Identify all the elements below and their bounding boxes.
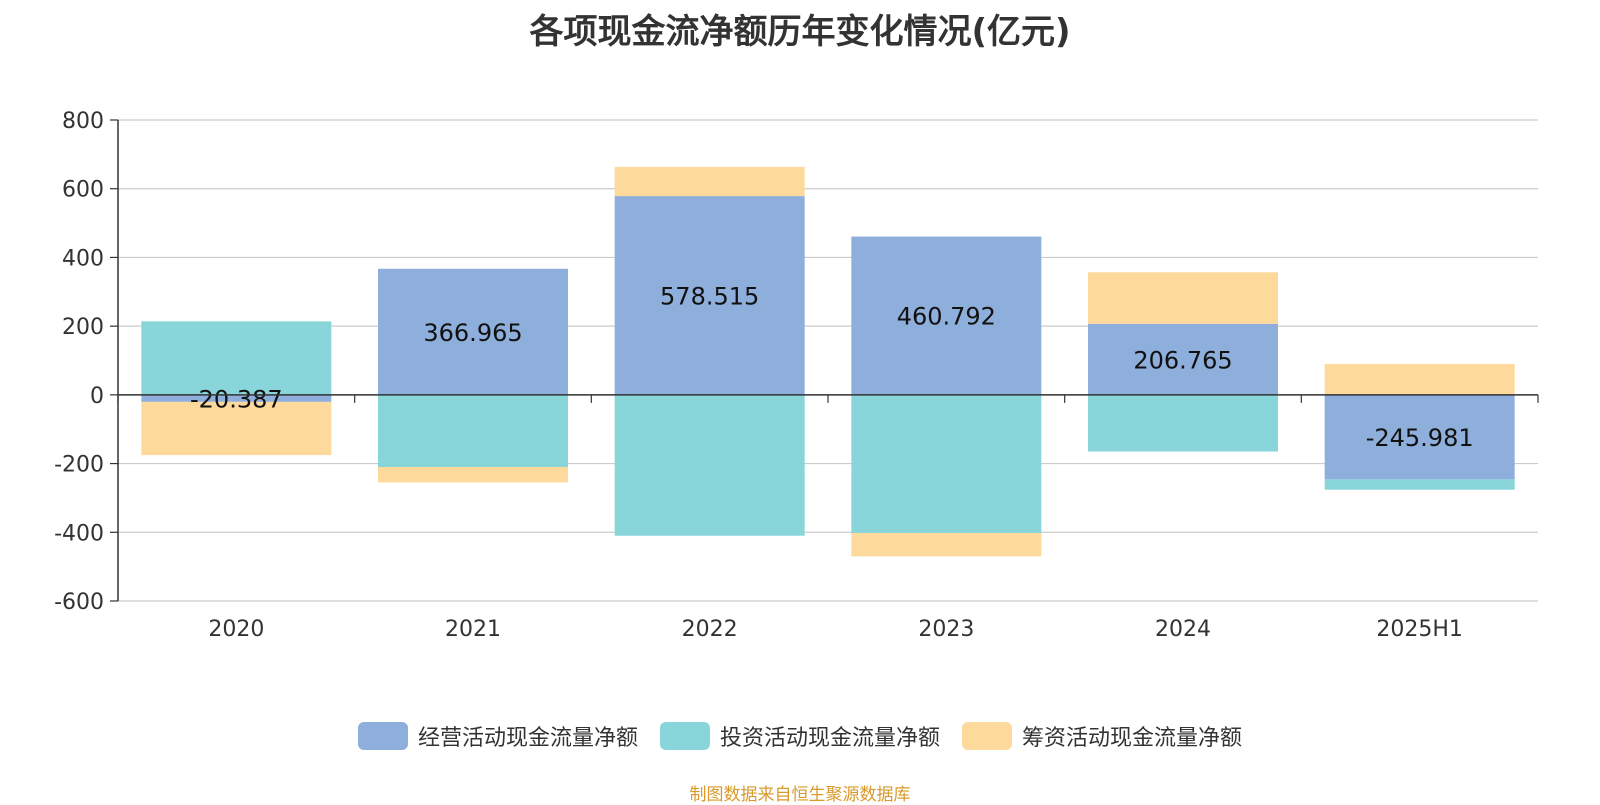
bar-2-2022 <box>614 394 805 536</box>
bar-3-2020 <box>141 401 332 456</box>
bar-1-2024 <box>1088 323 1278 395</box>
data-label: -20.387 <box>190 385 283 413</box>
data-label: -245.981 <box>1366 424 1474 452</box>
bar-3-2022 <box>614 166 805 197</box>
bar-2-2021 <box>378 394 568 468</box>
legend-label: 投资活动现金流量净额 <box>719 726 940 751</box>
chart-title: 各项现金流净额历年变化情况(亿元) <box>529 12 1071 52</box>
x-category-label: 2025H1 <box>1376 617 1463 642</box>
y-tick-label: 800 <box>62 109 104 134</box>
data-source-note: 制图数据来自恒生聚源数据库 <box>689 785 911 805</box>
bar-3-2021 <box>378 467 568 483</box>
legend-swatch <box>962 722 1012 750</box>
bar-1-2022 <box>614 196 805 395</box>
y-tick-label: 200 <box>62 315 104 340</box>
legend-item[interactable]: 筹资活动现金流量净额 <box>962 720 1242 752</box>
bar-1-2023 <box>851 236 1042 395</box>
bar-2-2023 <box>851 394 1042 533</box>
bar-3-2024 <box>1088 272 1278 324</box>
x-category-label: 2022 <box>682 617 738 642</box>
bar-1-2025H1 <box>1324 394 1515 480</box>
legend-item[interactable]: 投资活动现金流量净额 <box>659 720 940 752</box>
bar-2-2024 <box>1088 394 1278 452</box>
y-tick-label: -400 <box>54 521 104 546</box>
chart-legend: 经营活动现金流量净额 投资活动现金流量净额 筹资活动现金流量净额 <box>0 720 1600 752</box>
stacked-bar-chart: 800 600 400 200 0 -200 -400 -600 -20.387 366.965 5… <box>54 109 1539 642</box>
x-category-label: 2020 <box>208 617 264 642</box>
bar-2-2025H1 <box>1324 479 1515 490</box>
data-label: 460.792 <box>897 303 996 331</box>
x-category-label: 2021 <box>445 617 501 642</box>
bar-3-2023 <box>851 532 1042 557</box>
legend-label: 筹资活动现金流量净额 <box>1022 726 1243 751</box>
bar-3-2025H1 <box>1324 363 1515 395</box>
bar-1-2021 <box>378 268 568 395</box>
legend-item[interactable]: 经营活动现金流量净额 <box>357 720 638 752</box>
data-label: 366.965 <box>423 319 522 347</box>
y-tick-label: 0 <box>90 384 104 409</box>
y-tick-label: 400 <box>62 246 104 271</box>
bar-1-2020 <box>141 394 332 402</box>
bar-2-2020 <box>141 321 332 395</box>
data-label: 578.515 <box>660 282 759 310</box>
legend-label: 经营活动现金流量净额 <box>417 726 638 751</box>
y-tick-label: -600 <box>54 590 104 615</box>
data-label: 206.765 <box>1133 346 1232 374</box>
y-tick-label: -200 <box>54 453 104 478</box>
legend-swatch <box>357 722 408 750</box>
x-category-label: 2024 <box>1155 617 1211 642</box>
legend-swatch <box>659 722 710 750</box>
x-category-label: 2023 <box>918 617 974 642</box>
y-tick-label: 600 <box>62 178 104 203</box>
